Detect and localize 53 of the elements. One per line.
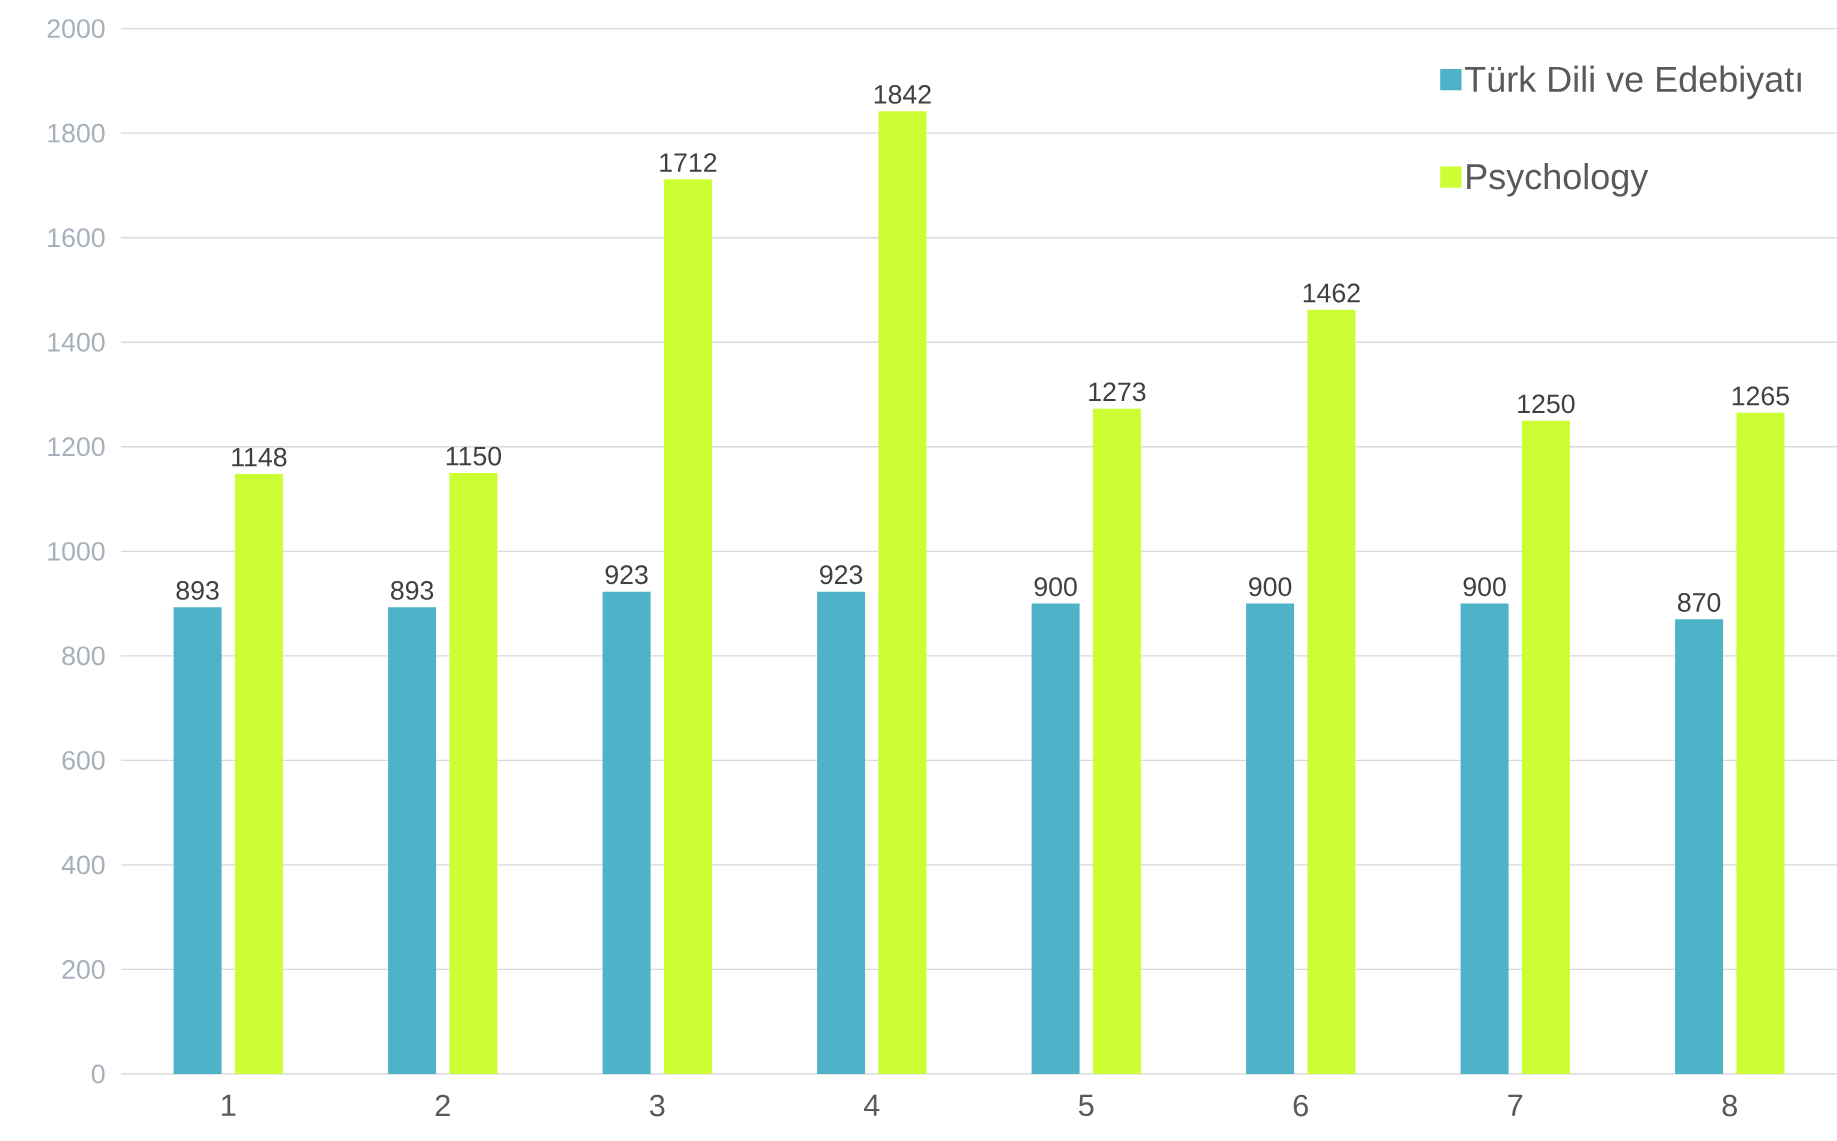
y-tick-label: 1200 xyxy=(48,437,105,457)
data-label: 923 xyxy=(605,565,648,585)
x-tick-label: 7 xyxy=(1508,1094,1523,1116)
bar xyxy=(817,591,866,1074)
bar xyxy=(602,591,651,1074)
legend-label: Psychology xyxy=(1467,163,1649,197)
data-label: 1462 xyxy=(1303,283,1360,303)
data-label: 893 xyxy=(391,580,434,600)
data-label: 870 xyxy=(1677,593,1721,612)
x-tick-label: 8 xyxy=(1722,1094,1737,1117)
data-label: 923 xyxy=(820,565,863,585)
x-tick-label: 6 xyxy=(1293,1094,1308,1117)
y-tick-label: 200 xyxy=(62,960,105,979)
bar xyxy=(663,179,712,1074)
data-label: 900 xyxy=(1034,577,1077,597)
bar xyxy=(1092,408,1141,1074)
y-tick-label: 400 xyxy=(61,855,105,875)
data-label: 1148 xyxy=(232,447,287,467)
y-tick-label: 2000 xyxy=(47,19,105,39)
bar xyxy=(449,472,498,1074)
bar xyxy=(173,607,222,1074)
x-tick-label: 4 xyxy=(863,1094,880,1116)
data-label: 1150 xyxy=(446,446,502,466)
bar xyxy=(234,473,283,1074)
bar xyxy=(1460,603,1509,1074)
bar xyxy=(1736,412,1785,1074)
y-tick-label: 1400 xyxy=(48,332,105,352)
data-label: 1273 xyxy=(1089,382,1146,402)
data-label: 900 xyxy=(1249,577,1292,597)
data-label: 893 xyxy=(176,580,219,600)
bar xyxy=(1307,309,1356,1074)
data-label: 1712 xyxy=(660,153,717,172)
x-tick-label: 1 xyxy=(222,1094,236,1116)
bar xyxy=(1031,603,1080,1074)
y-tick-label: 800 xyxy=(62,646,105,666)
y-tick-label: 1600 xyxy=(48,228,105,248)
x-tick-label: 3 xyxy=(649,1094,665,1117)
bar xyxy=(1521,420,1570,1074)
y-tick-label: 1000 xyxy=(48,541,105,561)
data-label: 1250 xyxy=(1518,394,1575,414)
x-tick-label: 2 xyxy=(435,1094,450,1117)
bar xyxy=(1246,603,1295,1074)
data-label: 900 xyxy=(1463,577,1506,597)
y-tick-label: 1800 xyxy=(48,123,105,143)
y-tick-label: 600 xyxy=(62,750,105,770)
bar xyxy=(1675,619,1724,1074)
data-label: 1265 xyxy=(1732,386,1789,406)
bar xyxy=(388,607,437,1074)
data-label: 1842 xyxy=(874,84,931,104)
bar xyxy=(878,111,927,1074)
legend-label: Türk Dili ve Edebiyatı xyxy=(1465,65,1801,100)
x-tick-label: 5 xyxy=(1078,1094,1094,1117)
y-tick-label: 0 xyxy=(91,1064,105,1084)
